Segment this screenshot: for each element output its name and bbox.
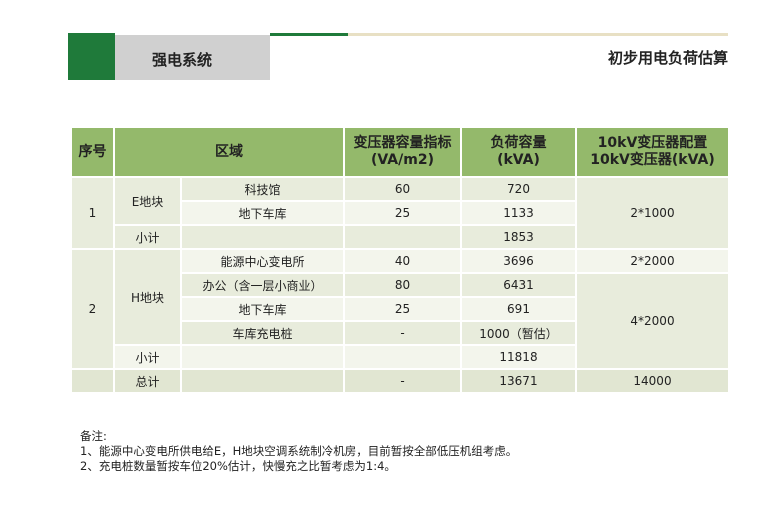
- cell: 1133: [460, 200, 577, 226]
- cell: 14000: [575, 368, 730, 394]
- cell: 691: [460, 296, 577, 322]
- header-line: 负荷容量: [490, 135, 547, 151]
- cell: 办公（含一层小商业）: [180, 272, 345, 298]
- load-table: 序号 区域 变压器容量指标 (VA/m2) 负荷容量 (kVA) 10kV变压器配置…: [70, 126, 730, 394]
- cell: 25: [343, 200, 462, 226]
- cell: [70, 368, 115, 394]
- header-line: [270, 33, 348, 36]
- header-cell: 变压器容量指标 (VA/m2): [343, 126, 462, 178]
- cell: 11818: [460, 344, 577, 370]
- cell: 小计: [113, 344, 182, 370]
- cell: 2*2000: [575, 248, 730, 274]
- page-title: 初步用电负荷估算: [607, 49, 728, 67]
- cell: 地下车库: [180, 296, 345, 322]
- section-box: [115, 35, 270, 80]
- cell: 13671: [460, 368, 577, 394]
- cell: H地块: [113, 248, 182, 346]
- cell: 4*2000: [575, 272, 730, 370]
- notes: 备注: 1、能源中心变电所供电给E，H地块空调系统制冷机房，目前暂按全部低压机组…: [80, 429, 517, 474]
- cell: 6431: [460, 272, 577, 298]
- header-line: [348, 33, 728, 36]
- cell: -: [343, 368, 462, 394]
- cell: [180, 368, 345, 394]
- cell: 1853: [460, 224, 577, 250]
- cell: 2*1000: [575, 176, 730, 250]
- cell: 720: [460, 176, 577, 202]
- note: 1、能源中心变电所供电给E，H地块空调系统制冷机房，目前暂按全部低压机组考虑。: [80, 444, 518, 458]
- notes-label: 备注:: [80, 429, 107, 443]
- cell: 80: [343, 272, 462, 298]
- note: 2、充电桩数量暂按车位20%估计，快慢充之比暂考虑为1:4。: [80, 459, 396, 473]
- cell: 车库充电桩: [180, 320, 345, 346]
- cell: 小计: [113, 224, 182, 250]
- cell: 1: [70, 176, 115, 250]
- header-line: 10kV变压器配置: [597, 135, 708, 151]
- cell: 25: [343, 296, 462, 322]
- cell: -: [343, 320, 462, 346]
- cell: 60: [343, 176, 462, 202]
- header-cell: 序号: [70, 126, 115, 178]
- cell: 科技馆: [180, 176, 345, 202]
- cell: [343, 344, 462, 370]
- cell: [180, 224, 345, 250]
- cell: [180, 344, 345, 370]
- cell: [343, 224, 462, 250]
- cell: 能源中心变电所: [180, 248, 345, 274]
- cell: E地块: [113, 176, 182, 226]
- header-cell: 区域: [113, 126, 345, 178]
- header-line: (kVA): [497, 152, 540, 168]
- header-line: 10kV变压器(kVA): [590, 152, 715, 168]
- cell: 总计: [113, 368, 182, 394]
- header-line: 变压器容量指标: [353, 135, 452, 151]
- cell: 1000（暂估）: [460, 320, 577, 346]
- section-title: 强电系统: [152, 51, 213, 69]
- header-line: (VA/m2): [371, 152, 434, 168]
- cell: 40: [343, 248, 462, 274]
- header-cell: 负荷容量 (kVA): [460, 126, 577, 178]
- cell: 2: [70, 248, 115, 370]
- cell: 地下车库: [180, 200, 345, 226]
- header-cell: 10kV变压器配置 10kV变压器(kVA): [575, 126, 730, 178]
- cell: 3696: [460, 248, 577, 274]
- header-mark: [68, 33, 115, 80]
